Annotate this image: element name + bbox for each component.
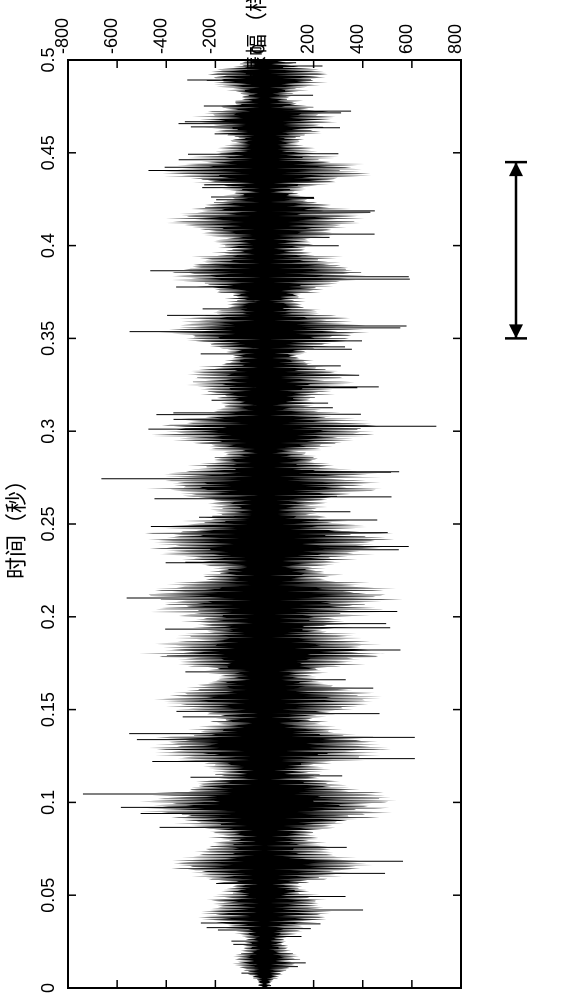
waveform-chart: -800-600-400-2000200400600800振幅（样本）00.05… [0, 0, 561, 1000]
x-tick-label: 0 [38, 983, 58, 993]
x-tick-label: 0.45 [38, 135, 58, 170]
y-tick-label: 600 [396, 24, 416, 54]
y-tick-label: -200 [199, 18, 219, 54]
y-tick-label: -400 [150, 18, 170, 54]
x-tick-label: 0.15 [38, 692, 58, 727]
y-tick-label: 400 [347, 24, 367, 54]
y-tick-label: 200 [298, 24, 318, 54]
x-tick-label: 0.05 [38, 878, 58, 913]
y-tick-label: -600 [101, 18, 121, 54]
x-tick-label: 0.1 [38, 790, 58, 815]
x-tick-label: 0.3 [38, 419, 58, 444]
y-axis-label: 振幅（样本） [245, 0, 270, 78]
x-tick-label: 0.2 [38, 604, 58, 629]
x-tick-label: 0.5 [38, 47, 58, 72]
chart-svg: -800-600-400-2000200400600800振幅（样本）00.05… [0, 0, 561, 1000]
x-tick-label: 0.25 [38, 506, 58, 541]
x-tick-label: 0.35 [38, 321, 58, 356]
x-tick-label: 0.4 [38, 233, 58, 258]
y-tick-label: 800 [445, 24, 465, 54]
x-axis-label: 时间（秒） [4, 469, 29, 579]
